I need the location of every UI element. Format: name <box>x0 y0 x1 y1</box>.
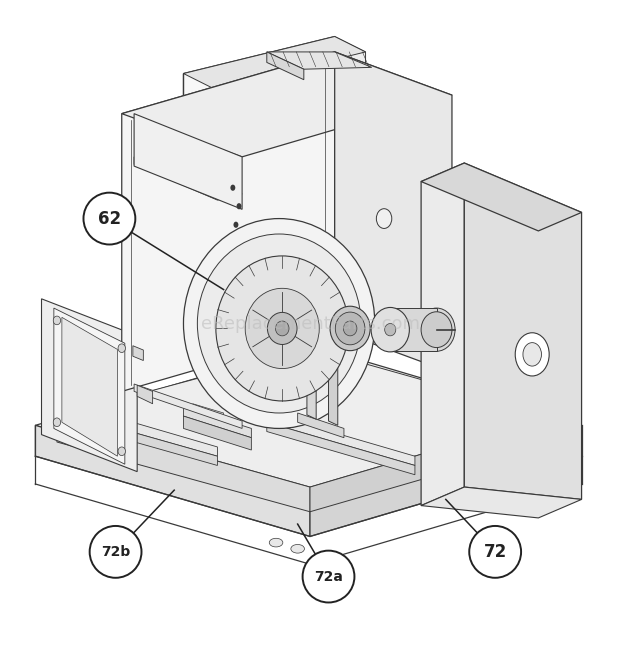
Polygon shape <box>134 157 242 200</box>
Polygon shape <box>184 36 335 296</box>
Polygon shape <box>35 425 310 536</box>
Circle shape <box>84 193 135 245</box>
Polygon shape <box>69 414 218 465</box>
Ellipse shape <box>418 308 455 351</box>
Polygon shape <box>329 351 338 425</box>
Ellipse shape <box>515 333 549 376</box>
Polygon shape <box>193 404 224 417</box>
Ellipse shape <box>421 312 452 347</box>
Polygon shape <box>134 384 242 428</box>
Polygon shape <box>335 36 366 277</box>
Ellipse shape <box>267 313 297 344</box>
Polygon shape <box>307 342 316 419</box>
Ellipse shape <box>231 184 236 191</box>
Polygon shape <box>335 52 452 373</box>
Polygon shape <box>298 413 344 437</box>
Polygon shape <box>134 114 242 210</box>
Circle shape <box>90 526 141 578</box>
Ellipse shape <box>53 418 61 426</box>
Polygon shape <box>69 404 218 456</box>
Polygon shape <box>310 425 582 536</box>
Polygon shape <box>310 416 551 512</box>
Text: eReplacementParts.com: eReplacementParts.com <box>200 314 420 333</box>
Polygon shape <box>464 163 582 499</box>
Ellipse shape <box>118 447 125 455</box>
Polygon shape <box>390 308 436 351</box>
Polygon shape <box>421 163 464 505</box>
Polygon shape <box>421 163 582 231</box>
Circle shape <box>469 526 521 578</box>
Polygon shape <box>54 308 125 465</box>
Polygon shape <box>42 299 137 472</box>
Ellipse shape <box>237 203 241 210</box>
Polygon shape <box>57 348 551 487</box>
Polygon shape <box>421 487 582 518</box>
Polygon shape <box>57 416 310 512</box>
Ellipse shape <box>184 219 375 428</box>
Polygon shape <box>35 345 582 505</box>
Ellipse shape <box>197 234 361 413</box>
Ellipse shape <box>216 256 348 401</box>
Polygon shape <box>267 52 372 69</box>
Ellipse shape <box>269 538 283 547</box>
Polygon shape <box>62 317 117 456</box>
Ellipse shape <box>335 312 365 345</box>
Text: 72b: 72b <box>101 545 130 559</box>
Polygon shape <box>122 52 335 391</box>
Text: 72a: 72a <box>314 569 343 584</box>
Ellipse shape <box>330 306 370 351</box>
Polygon shape <box>267 422 415 475</box>
Ellipse shape <box>343 321 357 336</box>
Polygon shape <box>184 407 251 437</box>
Ellipse shape <box>53 316 61 325</box>
Polygon shape <box>133 345 143 360</box>
Text: 62: 62 <box>98 210 121 228</box>
Text: 72: 72 <box>484 543 507 561</box>
Ellipse shape <box>275 321 289 336</box>
Ellipse shape <box>234 222 239 228</box>
Polygon shape <box>184 416 251 450</box>
Polygon shape <box>137 385 153 404</box>
Ellipse shape <box>371 307 409 352</box>
Ellipse shape <box>291 545 304 553</box>
Polygon shape <box>184 36 366 89</box>
Ellipse shape <box>245 289 319 369</box>
Ellipse shape <box>118 344 125 353</box>
Ellipse shape <box>523 343 541 366</box>
Ellipse shape <box>384 324 396 336</box>
Ellipse shape <box>376 209 392 228</box>
Circle shape <box>303 551 355 602</box>
Polygon shape <box>267 52 304 80</box>
Polygon shape <box>122 52 452 157</box>
Polygon shape <box>267 413 415 465</box>
